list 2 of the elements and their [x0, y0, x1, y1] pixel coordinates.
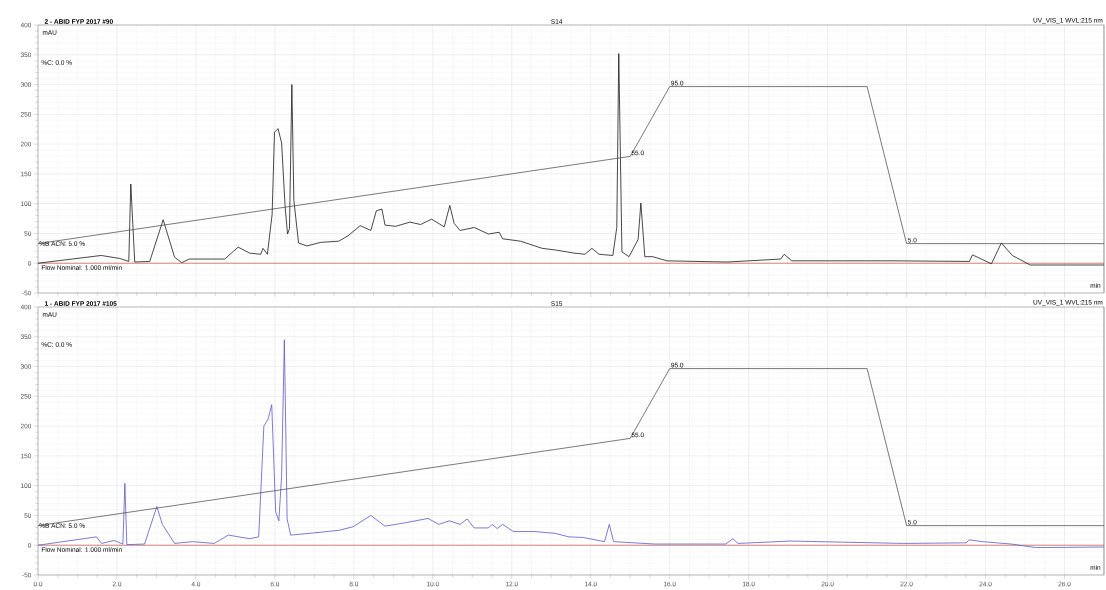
line-series: [38, 53, 1104, 266]
line-series: [38, 339, 1104, 548]
